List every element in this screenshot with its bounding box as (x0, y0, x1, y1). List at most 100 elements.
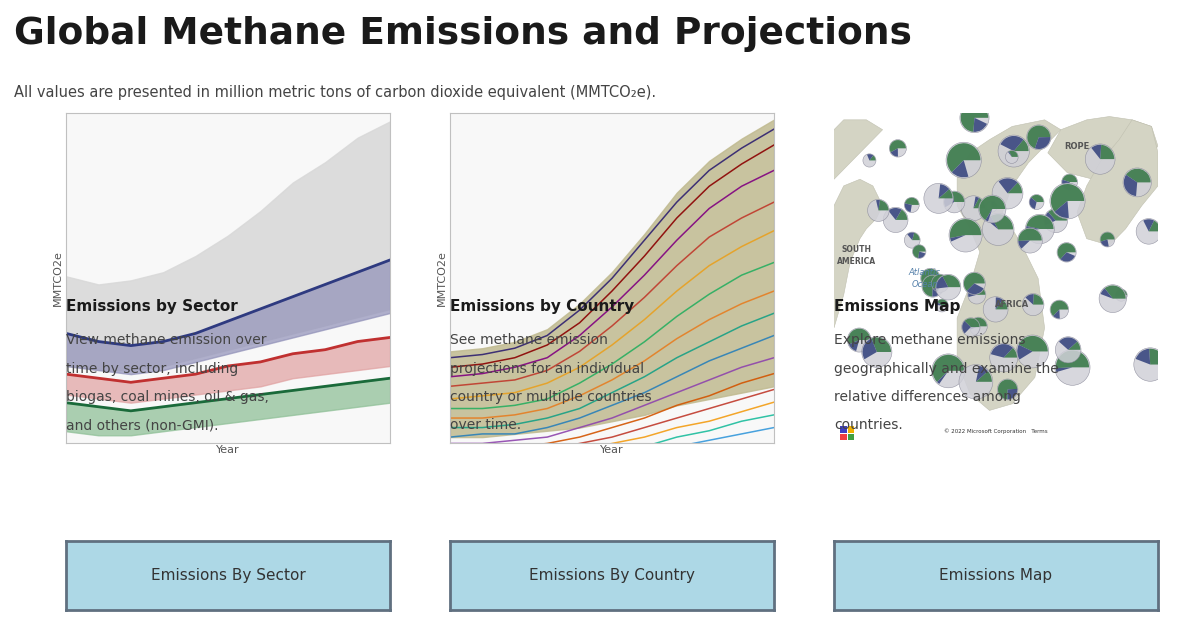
Circle shape (936, 274, 961, 300)
Wedge shape (1054, 309, 1060, 318)
Circle shape (1006, 150, 1018, 164)
Wedge shape (1001, 136, 1024, 151)
Wedge shape (1026, 215, 1054, 229)
Text: and others (non-GMI).: and others (non-GMI). (66, 418, 218, 432)
Circle shape (863, 154, 876, 167)
Wedge shape (986, 216, 998, 230)
Circle shape (946, 142, 982, 178)
Text: Global Methane Emissions and Projections: Global Methane Emissions and Projections (14, 16, 912, 52)
Wedge shape (1034, 137, 1050, 149)
Circle shape (1115, 289, 1127, 301)
Wedge shape (868, 154, 874, 160)
Wedge shape (970, 286, 985, 295)
Wedge shape (1126, 169, 1151, 182)
Wedge shape (950, 219, 982, 238)
Circle shape (1085, 144, 1115, 174)
Circle shape (883, 208, 908, 233)
Circle shape (949, 218, 982, 252)
Circle shape (959, 365, 992, 399)
Circle shape (1123, 168, 1151, 197)
Wedge shape (1050, 301, 1068, 316)
Text: Emissions By Country: Emissions By Country (529, 568, 695, 583)
Wedge shape (895, 209, 907, 220)
Wedge shape (1100, 232, 1115, 242)
Text: Emissions by Sector: Emissions by Sector (66, 299, 238, 314)
Circle shape (924, 183, 953, 213)
Text: country or multiple countries: country or multiple countries (450, 390, 652, 404)
Circle shape (936, 299, 948, 312)
Wedge shape (1003, 348, 1018, 358)
Text: © 2022 Microsoft Corporation   Terms: © 2022 Microsoft Corporation Terms (944, 428, 1048, 433)
Circle shape (1018, 228, 1043, 253)
Bar (840, 433, 847, 440)
Circle shape (1100, 232, 1115, 247)
Circle shape (1050, 183, 1085, 219)
Circle shape (1057, 243, 1076, 262)
Circle shape (961, 196, 985, 221)
Circle shape (960, 103, 989, 133)
Polygon shape (958, 120, 1061, 411)
Wedge shape (1100, 145, 1115, 159)
Wedge shape (950, 235, 966, 242)
Circle shape (964, 272, 985, 295)
Wedge shape (871, 337, 892, 352)
Wedge shape (1033, 294, 1043, 304)
Wedge shape (1019, 336, 1048, 352)
Wedge shape (991, 214, 1013, 230)
Wedge shape (1026, 226, 1040, 231)
Wedge shape (878, 200, 889, 211)
Wedge shape (1049, 209, 1067, 221)
Text: projections for an individual: projections for an individual (450, 362, 644, 376)
Circle shape (1016, 335, 1049, 368)
Circle shape (970, 317, 988, 335)
Wedge shape (996, 300, 1008, 309)
Wedge shape (979, 196, 1006, 220)
Wedge shape (923, 276, 943, 297)
Wedge shape (970, 325, 978, 330)
Wedge shape (976, 371, 992, 382)
Wedge shape (937, 299, 948, 306)
Wedge shape (907, 233, 914, 240)
Circle shape (1025, 214, 1055, 244)
Circle shape (1027, 125, 1051, 150)
Wedge shape (1062, 174, 1078, 182)
Wedge shape (905, 203, 912, 212)
Polygon shape (828, 179, 882, 328)
Wedge shape (1148, 221, 1160, 231)
Wedge shape (1060, 337, 1078, 350)
Wedge shape (1018, 345, 1032, 360)
Circle shape (986, 201, 997, 212)
Wedge shape (1019, 228, 1042, 241)
Wedge shape (1116, 295, 1121, 296)
Wedge shape (1014, 140, 1028, 151)
Wedge shape (863, 338, 877, 359)
Text: Emissions By Sector: Emissions By Sector (151, 568, 305, 583)
X-axis label: Year: Year (600, 445, 624, 455)
Circle shape (997, 379, 1018, 400)
Wedge shape (1051, 184, 1084, 212)
Wedge shape (1150, 348, 1165, 365)
Wedge shape (848, 328, 870, 344)
Circle shape (905, 198, 919, 213)
Wedge shape (952, 160, 968, 177)
Text: All values are presented in million metric tons of carbon dioxide equivalent (MM: All values are presented in million metr… (14, 85, 656, 100)
Circle shape (889, 140, 906, 157)
Text: AFRICA: AFRICA (995, 300, 1030, 309)
Circle shape (943, 191, 965, 213)
Circle shape (912, 245, 926, 259)
Wedge shape (1123, 175, 1138, 196)
Wedge shape (905, 198, 919, 205)
Wedge shape (985, 209, 992, 221)
Wedge shape (1008, 152, 1012, 157)
Wedge shape (1008, 389, 1018, 399)
Bar (840, 426, 847, 433)
Wedge shape (1030, 198, 1037, 209)
Wedge shape (1019, 240, 1030, 248)
Wedge shape (1027, 126, 1050, 148)
Wedge shape (912, 233, 919, 240)
Polygon shape (1078, 120, 1158, 245)
Circle shape (1055, 349, 1090, 386)
Wedge shape (1056, 367, 1073, 372)
Polygon shape (828, 120, 882, 179)
Wedge shape (973, 118, 986, 132)
